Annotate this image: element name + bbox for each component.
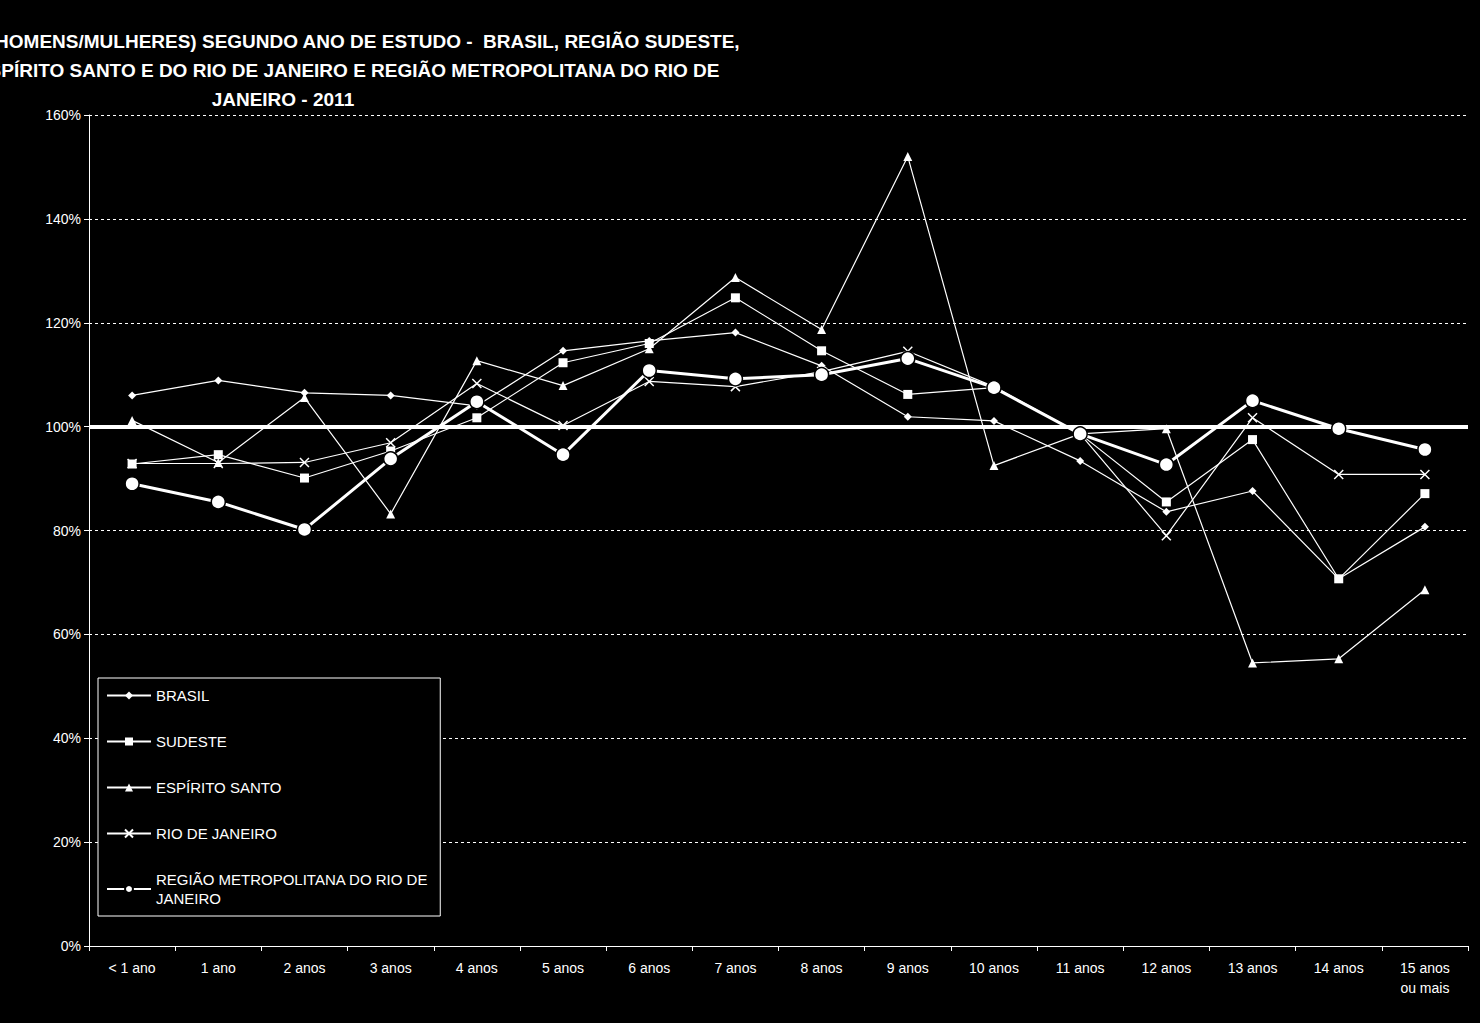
svg-text:JANEIRO - 2011: JANEIRO - 2011 [212,89,355,110]
svg-text:2 anos: 2 anos [283,960,325,976]
svg-text:140%: 140% [45,211,81,227]
svg-text:100%: 100% [45,419,81,435]
svg-text:SUDESTE: SUDESTE [156,733,227,750]
svg-text:RIO DE JANEIRO: RIO DE JANEIRO [156,825,277,842]
svg-text:7 anos: 7 anos [714,960,756,976]
svg-text:20%: 20% [53,834,81,850]
svg-text:3 anos: 3 anos [370,960,412,976]
svg-text:160%: 160% [45,107,81,123]
svg-text:120%: 120% [45,315,81,331]
svg-text:6 anos: 6 anos [628,960,670,976]
svg-text:BRASIL: BRASIL [156,687,209,704]
svg-text:4 anos: 4 anos [456,960,498,976]
svg-text:ou mais: ou mais [1400,980,1449,996]
svg-text:RAZÃO DE SEXO (HOMENS/MULHERES: RAZÃO DE SEXO (HOMENS/MULHERES) SEGUNDO … [0,31,740,52]
svg-text:0%: 0% [61,938,81,954]
svg-text:15 anos: 15 anos [1400,960,1450,976]
svg-text:< 1 ano: < 1 ano [109,960,156,976]
svg-text:13 anos: 13 anos [1228,960,1278,976]
svg-text:8 anos: 8 anos [801,960,843,976]
svg-text:12 anos: 12 anos [1141,960,1191,976]
svg-text:ESTADOS DO ESPÍRITO SANTO E DO: ESTADOS DO ESPÍRITO SANTO E DO RIO DE JA… [0,60,719,81]
svg-text:10 anos: 10 anos [969,960,1019,976]
svg-text:60%: 60% [53,626,81,642]
svg-text:5 anos: 5 anos [542,960,584,976]
svg-text:40%: 40% [53,730,81,746]
svg-text:11 anos: 11 anos [1056,960,1105,976]
svg-text:9 anos: 9 anos [887,960,929,976]
svg-text:1 ano: 1 ano [201,960,236,976]
svg-text:80%: 80% [53,523,81,539]
svg-text:14 anos: 14 anos [1314,960,1364,976]
svg-text:JANEIRO: JANEIRO [156,890,221,907]
svg-text:REGIÃO METROPOLITANA DO RIO DE: REGIÃO METROPOLITANA DO RIO DE [156,871,427,888]
svg-text:ESPÍRITO SANTO: ESPÍRITO SANTO [156,779,281,796]
